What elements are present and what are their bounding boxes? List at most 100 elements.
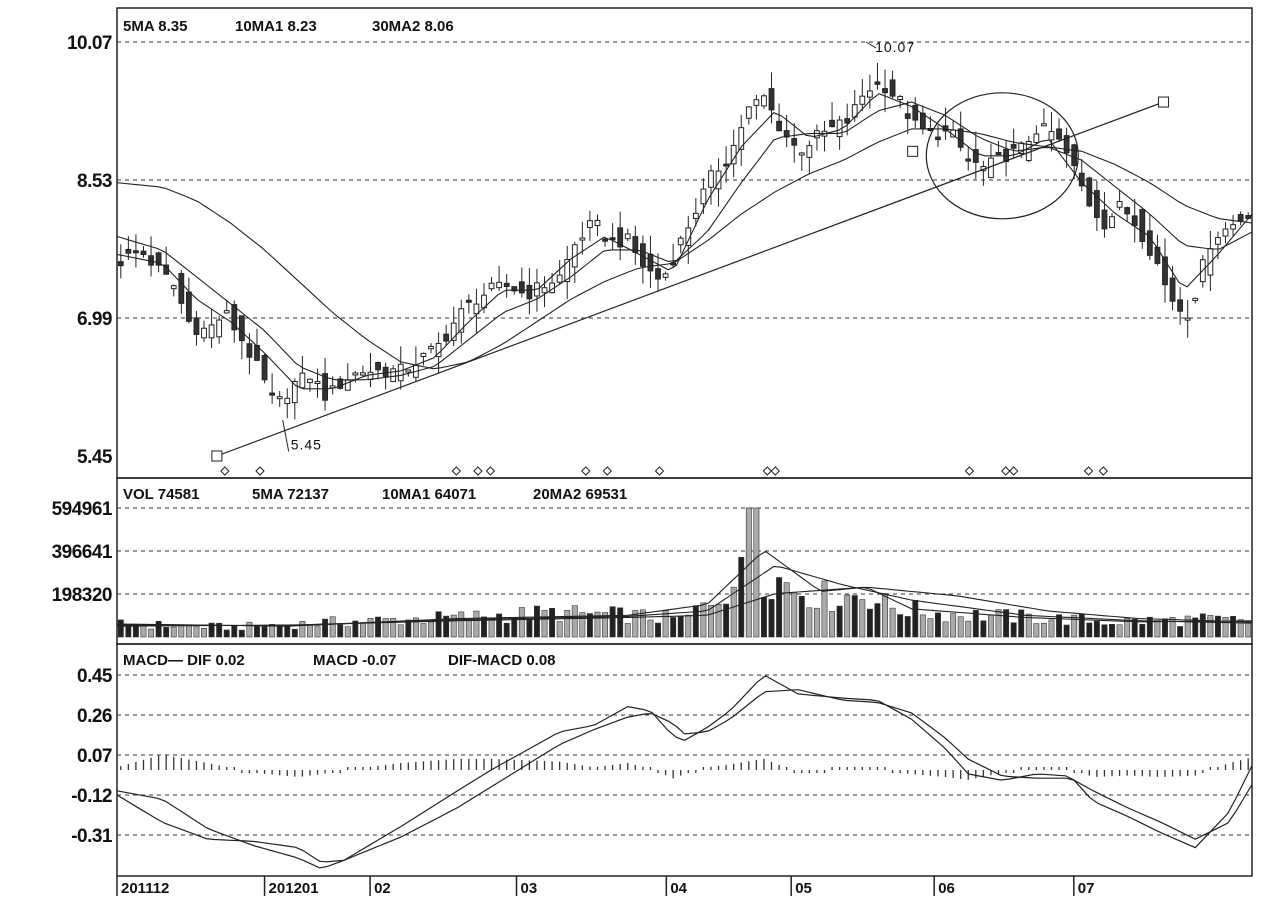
- volume-bar: [261, 626, 268, 638]
- volume-bar: [1033, 623, 1040, 638]
- volume-bar: [435, 611, 442, 638]
- candle-body: [208, 324, 215, 339]
- macd-panel-frame: [116, 643, 1253, 877]
- volume-bar: [1048, 619, 1055, 638]
- candle-body: [269, 392, 276, 396]
- volume-bar: [836, 605, 843, 638]
- candle-body: [1162, 256, 1168, 286]
- volume-bar: [1056, 614, 1062, 638]
- volume-bar: [1139, 624, 1146, 638]
- volume-bar: [655, 622, 661, 638]
- candle-body: [420, 352, 427, 357]
- volume-bar: [458, 611, 465, 638]
- candle-body: [170, 285, 177, 290]
- candle-body: [435, 342, 442, 358]
- candle-body: [738, 127, 745, 150]
- volume-bar: [851, 595, 858, 638]
- candle-body: [185, 291, 192, 322]
- volume-bar: [972, 610, 979, 638]
- volume-bar: [957, 616, 964, 638]
- candle-body: [564, 258, 571, 283]
- signal-marker: [1098, 466, 1109, 476]
- volume-bar: [882, 593, 888, 638]
- volume-bar: [254, 625, 260, 638]
- candle-body: [488, 282, 495, 290]
- price-y-tick-label: 6.99: [77, 309, 112, 330]
- volume-bar: [231, 625, 238, 638]
- volume-bar: [390, 618, 397, 638]
- candle-body: [957, 128, 964, 148]
- volume-bar: [382, 618, 389, 638]
- volume-bar: [511, 617, 518, 638]
- candlesticks: [117, 62, 1252, 420]
- volume-bar: [238, 629, 245, 638]
- volume-bar: [889, 607, 896, 638]
- price-y-tick-label: 10.07: [67, 33, 112, 54]
- volume-bar: [178, 624, 185, 638]
- candle-body: [806, 145, 813, 158]
- volume-bar: [708, 604, 714, 638]
- volume-bar: [617, 607, 624, 638]
- candle-body: [972, 149, 979, 163]
- volume-bar: [443, 615, 450, 638]
- volume-bar: [1018, 609, 1025, 638]
- volume-bar: [473, 610, 480, 638]
- candle-body: [904, 113, 911, 119]
- volume-bar: [761, 597, 767, 638]
- volume-bar: [375, 616, 381, 638]
- candle-body: [1230, 224, 1236, 230]
- trendline-end-handle: [1157, 96, 1169, 108]
- volume-bar: [518, 607, 525, 638]
- volume-bar: [307, 624, 313, 638]
- candle-body: [624, 233, 631, 240]
- volume-bar: [1003, 609, 1010, 638]
- candle-body: [117, 261, 124, 267]
- volume-bar: [624, 623, 631, 638]
- annotations-layer: [211, 41, 1169, 476]
- candle-body: [1010, 144, 1017, 149]
- volume-bar: [1010, 622, 1017, 638]
- volume-bar: [1184, 615, 1191, 638]
- volume-bar: [344, 626, 351, 638]
- volume-bar: [1071, 614, 1078, 638]
- candle-body: [753, 99, 760, 106]
- candle-body: [791, 138, 798, 146]
- candle-body: [859, 95, 866, 105]
- volume-bar: [185, 624, 192, 638]
- candle-body: [284, 397, 291, 405]
- signal-marker: [762, 466, 773, 476]
- candle-body: [1177, 299, 1184, 312]
- candle-body: [337, 378, 344, 389]
- signal-marker: [485, 466, 496, 476]
- volume-bar: [859, 599, 866, 638]
- volume-bar: [768, 599, 775, 638]
- candle-body: [314, 380, 321, 384]
- trendline: [216, 101, 1164, 457]
- volume-header-label: 10MA1 64071: [382, 486, 476, 503]
- candle-body: [1124, 207, 1131, 215]
- volume-bar: [738, 557, 745, 638]
- candle-body: [465, 299, 472, 303]
- volume-bar: [564, 610, 571, 638]
- highlight-circle: [925, 92, 1079, 220]
- volume-bar: [170, 626, 177, 638]
- candle-body: [155, 252, 162, 266]
- price-header-label: 10MA1 8.23: [235, 18, 317, 35]
- candle-body: [193, 317, 200, 335]
- volume-bar: [571, 605, 578, 638]
- candle-body: [965, 158, 972, 162]
- candle-body: [216, 319, 223, 338]
- volume-bar: [1215, 615, 1221, 638]
- dif-line: [116, 675, 1253, 869]
- candle-body: [322, 373, 328, 401]
- candle-body: [670, 262, 677, 266]
- candle-body: [1237, 214, 1244, 222]
- grid-layer: [116, 7, 1253, 896]
- signal-marker: [1008, 466, 1019, 476]
- candle-body: [390, 368, 397, 383]
- volume-bar: [1245, 621, 1252, 638]
- volume-bar: [496, 613, 503, 638]
- macd-y-tick-label: 0.45: [77, 666, 113, 687]
- volume-bar: [549, 608, 556, 638]
- volume-y-tick-label: 594961: [52, 499, 113, 520]
